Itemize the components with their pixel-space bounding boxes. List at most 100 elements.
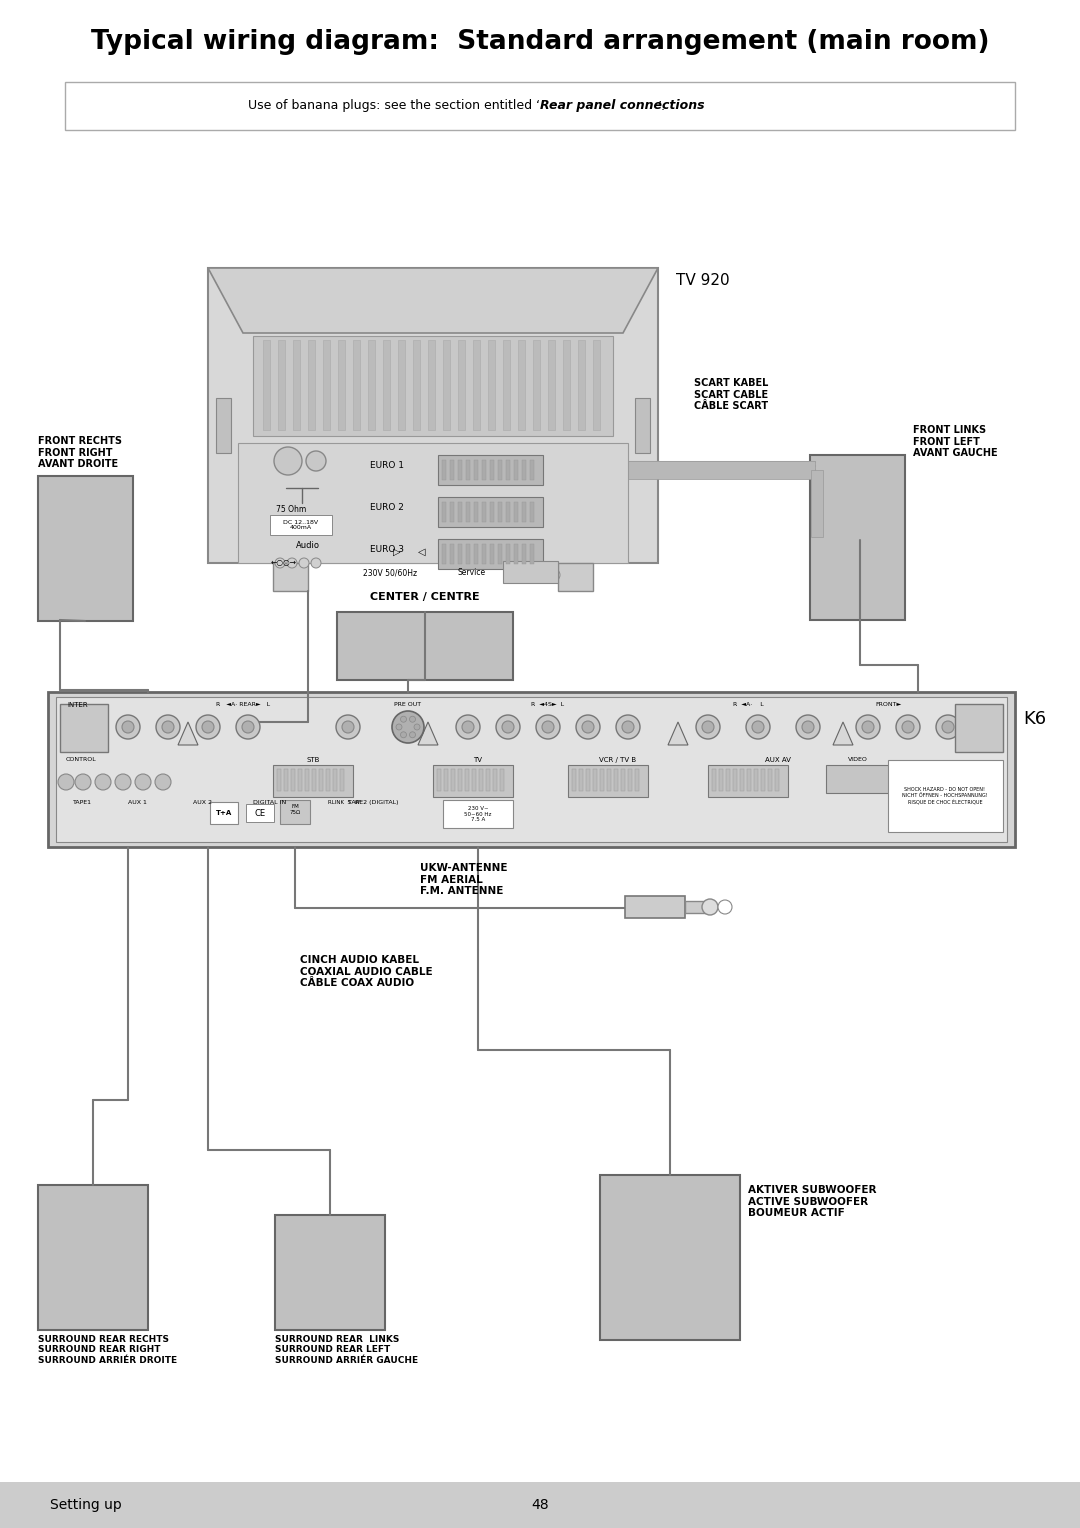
Bar (685, 902, 710, 914)
Bar (474, 460, 478, 480)
Bar (465, 544, 470, 564)
Text: FM
75Ω: FM 75Ω (289, 804, 300, 814)
Circle shape (306, 451, 326, 471)
Circle shape (622, 721, 634, 733)
Text: CE: CE (255, 808, 266, 817)
Bar (38, 477, 133, 620)
Bar (442, 503, 446, 523)
Bar (514, 460, 518, 480)
Text: VCR / TV B: VCR / TV B (599, 756, 636, 762)
Text: FRONT►: FRONT► (875, 701, 901, 707)
Text: AUX 2: AUX 2 (193, 801, 212, 805)
Text: FRONT RECHTS
FRONT RIGHT
AVANT DROITE: FRONT RECHTS FRONT RIGHT AVANT DROITE (38, 435, 122, 469)
Circle shape (862, 721, 874, 733)
Bar (270, 515, 332, 535)
Bar (323, 341, 330, 429)
Bar (48, 692, 1015, 847)
Bar (65, 83, 1015, 130)
Circle shape (287, 558, 297, 568)
Text: R  ◄4S►  L: R ◄4S► L (531, 701, 565, 707)
Text: RLINK  S  W: RLINK S W (328, 801, 360, 805)
Circle shape (576, 715, 600, 740)
Bar (458, 503, 462, 523)
Bar (433, 766, 513, 798)
Bar (458, 769, 462, 792)
Circle shape (342, 721, 354, 733)
Polygon shape (669, 723, 688, 746)
Bar (625, 895, 685, 918)
Text: R  ◄A·    L: R ◄A· L (732, 701, 764, 707)
Text: EURO 2: EURO 2 (370, 503, 404, 512)
Bar (719, 769, 723, 792)
Bar (826, 766, 891, 793)
Circle shape (274, 448, 302, 475)
Bar (442, 460, 446, 480)
Bar (548, 341, 555, 429)
Text: K6: K6 (1023, 711, 1047, 727)
Bar (635, 769, 639, 792)
Bar (768, 769, 772, 792)
Text: Audio: Audio (296, 541, 320, 550)
Bar (507, 460, 510, 480)
Text: ◁: ◁ (418, 547, 426, 558)
Bar (60, 704, 108, 752)
Bar (563, 341, 570, 429)
Circle shape (135, 775, 151, 790)
Polygon shape (833, 723, 853, 746)
Circle shape (702, 721, 714, 733)
Circle shape (409, 732, 416, 738)
Text: EURO 3: EURO 3 (370, 544, 404, 553)
Bar (518, 341, 525, 429)
Bar (437, 769, 441, 792)
Circle shape (519, 568, 532, 581)
Bar (490, 503, 494, 523)
Bar (621, 769, 625, 792)
Bar (498, 503, 502, 523)
Circle shape (718, 900, 732, 914)
Bar (443, 801, 513, 828)
Bar (326, 769, 330, 792)
Circle shape (396, 724, 402, 730)
Bar (253, 336, 613, 435)
Text: CENTER / CENTRE: CENTER / CENTRE (370, 591, 480, 602)
Text: STB: STB (307, 756, 320, 762)
Circle shape (122, 721, 134, 733)
Polygon shape (208, 267, 658, 333)
Text: ←○○→: ←○○→ (271, 558, 297, 567)
Bar (754, 769, 758, 792)
Bar (273, 766, 353, 798)
Bar (490, 544, 494, 564)
Circle shape (156, 775, 171, 790)
Text: EURO 1: EURO 1 (370, 460, 404, 469)
Bar (210, 802, 238, 824)
Bar (284, 769, 288, 792)
Text: SURROUND REAR RECHTS
SURROUND REAR RIGHT
SURROUND ARRIÉR DROITE: SURROUND REAR RECHTS SURROUND REAR RIGHT… (38, 1335, 177, 1365)
Bar (208, 267, 658, 562)
Bar (712, 769, 716, 792)
Bar (298, 769, 302, 792)
Bar (368, 341, 375, 429)
Bar (503, 341, 510, 429)
Circle shape (95, 775, 111, 790)
Circle shape (462, 721, 474, 733)
Text: SHOCK HAZARD - DO NOT OPEN!
NICHT ÖFFNEN - HOCHSPANNUNG!
RISQUE DE CHOC ÉLECTRIQ: SHOCK HAZARD - DO NOT OPEN! NICHT ÖFFNEN… (902, 787, 988, 805)
Bar (293, 341, 300, 429)
Bar (428, 341, 435, 429)
Text: TAPE1: TAPE1 (73, 801, 92, 805)
Bar (558, 562, 593, 591)
Circle shape (616, 715, 640, 740)
Bar (353, 341, 360, 429)
Bar (482, 544, 486, 564)
Circle shape (496, 715, 519, 740)
Bar (490, 460, 494, 480)
Bar (458, 460, 462, 480)
Bar (275, 1215, 384, 1329)
Bar (305, 769, 309, 792)
Text: 230 V~
50~60 Hz
7.5 A: 230 V~ 50~60 Hz 7.5 A (464, 805, 491, 822)
Text: AUX 1: AUX 1 (129, 801, 147, 805)
Circle shape (336, 715, 360, 740)
Circle shape (114, 775, 131, 790)
Text: INTER: INTER (68, 701, 89, 707)
Bar (38, 1186, 148, 1329)
Bar (278, 341, 285, 429)
